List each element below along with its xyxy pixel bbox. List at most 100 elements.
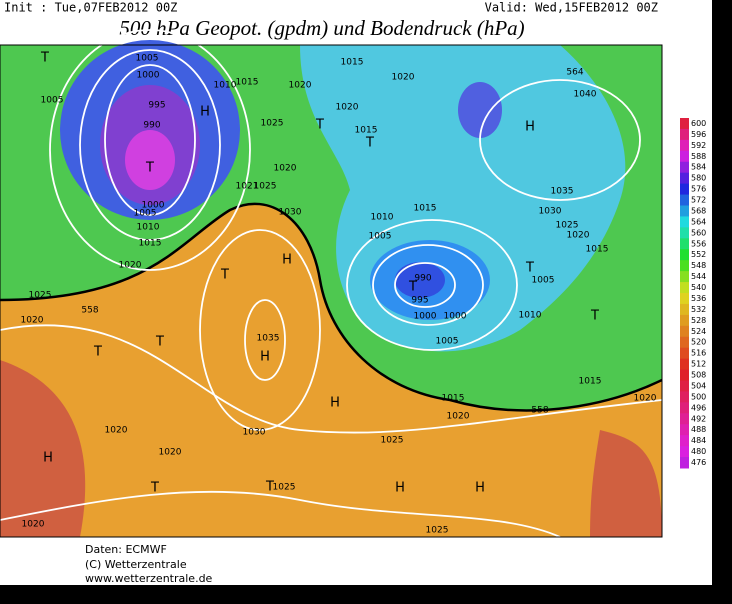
isobar-label: 1010: [519, 311, 542, 321]
pressure-centre: T: [220, 268, 229, 283]
pressure-centre: T: [150, 481, 159, 496]
isobar-label: 1030: [279, 208, 302, 218]
isobar: [0, 324, 663, 434]
colorbar-swatch: [680, 325, 689, 338]
isobar-label: 1000: [414, 312, 437, 322]
isobar-label: 1035: [257, 334, 280, 344]
colorbar-label: 504: [691, 381, 706, 390]
colorbar-swatch: [680, 314, 689, 327]
isobar-label: 1020: [274, 164, 297, 174]
map-title: 500 hPa Geopot. (gpdm) und Bodendruck (h…: [119, 16, 524, 40]
isobar-label: 564: [566, 68, 583, 78]
colorbar-label: 564: [691, 217, 706, 226]
colorbar-swatch: [680, 172, 689, 185]
pressure-centre: H: [475, 481, 485, 496]
colorbar-label: 528: [691, 316, 706, 325]
isobar-label: 1005: [532, 276, 555, 286]
isobar: [199, 229, 321, 431]
colorbar-label: 580: [691, 174, 706, 183]
isobar-label: 1030: [243, 428, 266, 438]
isobar-label: 1010: [137, 223, 160, 233]
isobar-label: 1021: [236, 182, 259, 192]
isobar-label: 1040: [574, 90, 597, 100]
colorbar-label: 520: [691, 338, 706, 347]
colorbar-label: 560: [691, 228, 706, 237]
isobar-label: 1000: [142, 201, 165, 211]
colorbar-swatch: [680, 347, 689, 360]
colorbar-label: 488: [691, 425, 706, 434]
colorbar-swatch: [680, 118, 689, 130]
isobar-label: 990: [414, 274, 431, 284]
isobar: [346, 219, 518, 351]
pressure-centre: T: [525, 261, 534, 276]
colorbar-swatch: [680, 435, 689, 447]
pressure-centre: T: [93, 345, 102, 360]
pressure-centre: T: [155, 335, 164, 350]
colorbar-label: 576: [691, 185, 706, 194]
colorbar-swatch: [680, 227, 689, 239]
isobar: [79, 49, 221, 241]
isobar-label: 1015: [236, 78, 259, 88]
colorbar-label: 596: [691, 130, 706, 139]
colorbar-swatch: [680, 402, 689, 414]
isobar-label: 1005: [369, 232, 392, 242]
pressure-centre: H: [395, 481, 405, 496]
pressure-centre: H: [260, 350, 270, 365]
isobar-label: 1015: [355, 126, 378, 136]
init-time: Init : Tue,07FEB2012 00Z: [4, 1, 177, 15]
colorbar-swatch: [680, 282, 689, 294]
colorbar-label: 496: [691, 403, 706, 412]
isobar-label: 1030: [539, 207, 562, 217]
footer-line: (C) Wetterzentrale: [85, 558, 187, 571]
field-red: [0, 360, 86, 537]
isobar: [244, 299, 286, 381]
isobar-label: 1020: [119, 261, 142, 271]
border: [712, 0, 732, 604]
colorbar-swatch: [680, 183, 689, 196]
isobar-label: 1020: [392, 73, 415, 83]
colorbar-swatch: [680, 194, 689, 206]
colorbar-label: 548: [691, 261, 706, 270]
isobar-label: 1000: [137, 71, 160, 81]
colorbar-swatch: [680, 128, 689, 141]
pressure-centre: H: [330, 396, 340, 411]
isobar-label: 1005: [41, 96, 64, 106]
border: [0, 585, 732, 604]
isobar-label: 558: [531, 406, 548, 416]
isobar-label: 1015: [139, 239, 162, 249]
isobar-label: 1025: [261, 119, 284, 129]
colorbar-swatch: [680, 260, 689, 272]
colorbar-swatch: [680, 150, 689, 163]
isobar: [394, 262, 456, 308]
isobar-label: 1020: [567, 231, 590, 241]
isobar-label: 1020: [105, 426, 128, 436]
colorbar-label: 536: [691, 294, 706, 303]
isobar-label: 1015: [586, 245, 609, 255]
colorbar-label: 480: [691, 447, 706, 456]
colorbar-swatch: [680, 139, 689, 152]
colorbar-swatch: [680, 336, 689, 349]
isobar-label: 1025: [273, 483, 296, 493]
isobar-label: 1025: [254, 182, 277, 192]
colorbar-label: 600: [691, 119, 706, 128]
colorbar-label: 508: [691, 371, 706, 380]
colorbar-label: 484: [691, 436, 706, 445]
isobar-label: 1025: [426, 526, 449, 536]
colorbar-swatch: [680, 446, 689, 458]
isobar-label: 1015: [341, 58, 364, 68]
valid-time: Valid: Wed,15FEB2012 00Z: [485, 1, 658, 15]
isobar-label: 1010: [371, 213, 394, 223]
pressure-centre: T: [145, 161, 154, 176]
colorbar-label: 500: [691, 392, 706, 401]
contour-558: [0, 202, 663, 412]
isobar-label: 1015: [579, 377, 602, 387]
colorbar-swatch: [680, 358, 689, 371]
colorbar-label: 476: [691, 458, 706, 467]
low-west-core: [125, 130, 175, 190]
pressure-centre: H: [200, 105, 210, 120]
pressure-centre: H: [282, 253, 292, 268]
pressure-centre: H: [43, 451, 53, 466]
isobar-label: 1015: [414, 204, 437, 214]
colorbar-swatch: [680, 413, 689, 425]
